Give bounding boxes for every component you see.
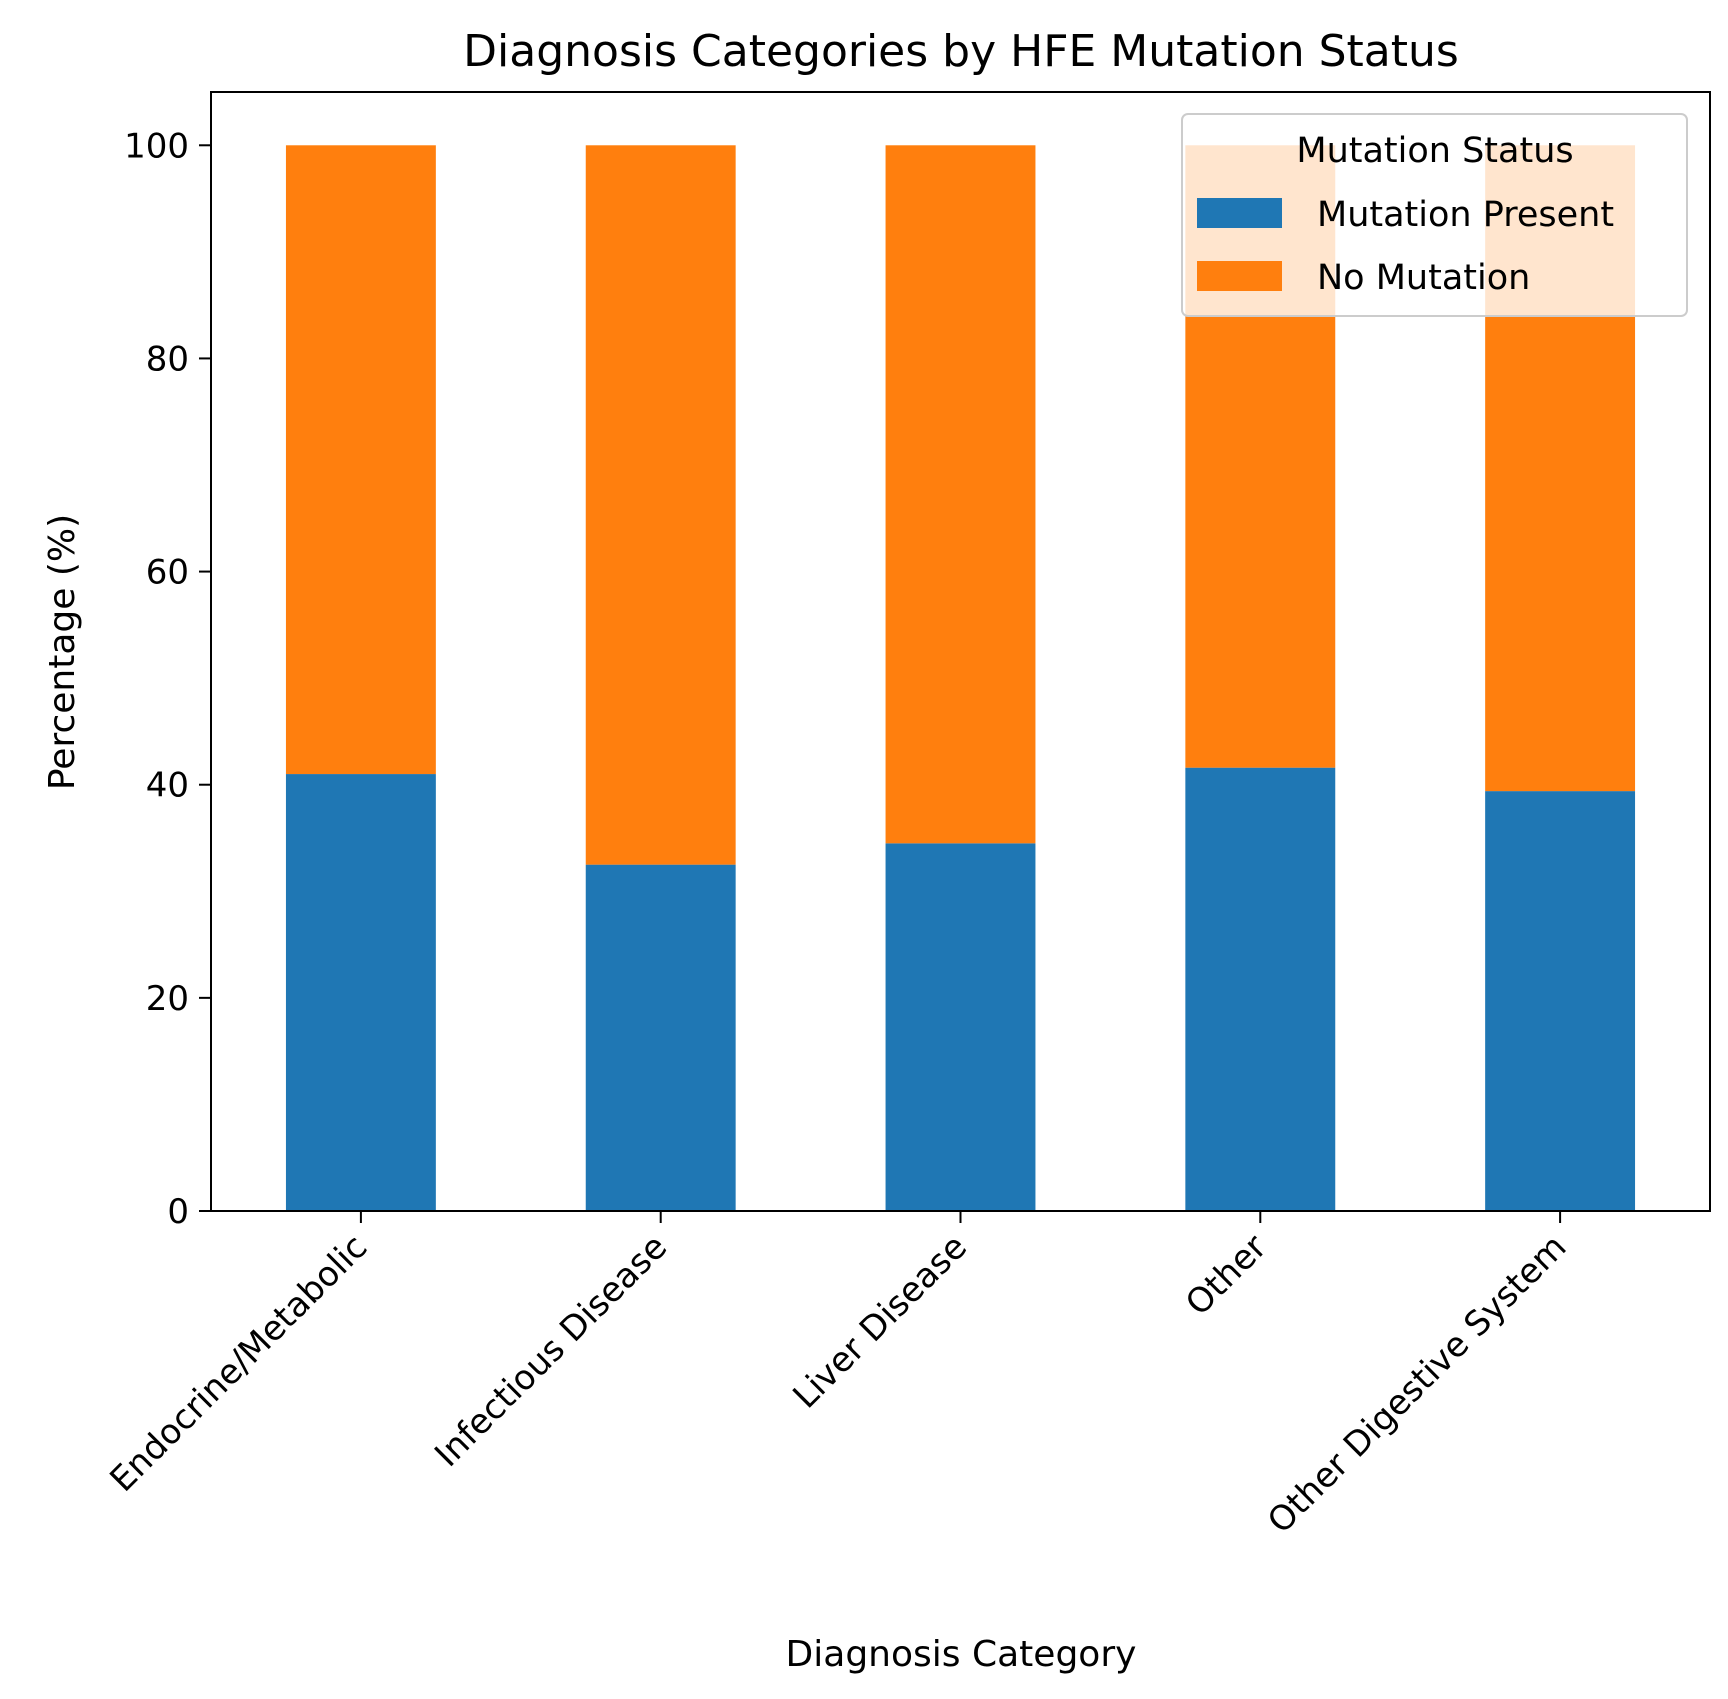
bar-mutation-present-other bbox=[1185, 767, 1336, 1211]
legend-swatch-mutation-present bbox=[1197, 198, 1282, 228]
x-axis-label: Diagnosis Category bbox=[786, 1634, 1137, 1675]
x-tick-label-endocrine-metabolic: Endocrine/Metabolic bbox=[102, 1227, 375, 1500]
chart-title: Diagnosis Categories by HFE Mutation Sta… bbox=[463, 26, 1459, 77]
legend-label-mutation-present: Mutation Present bbox=[1317, 195, 1614, 235]
bar-mutation-present-endocrine-metabolic bbox=[285, 774, 436, 1211]
legend: Mutation Status Mutation Present No Muta… bbox=[1181, 113, 1688, 317]
bar-no-mutation-liver-disease bbox=[885, 145, 1036, 844]
legend-title: Mutation Status bbox=[1296, 131, 1573, 171]
legend-box bbox=[1181, 113, 1688, 317]
bar-mutation-present-other-digestive-system bbox=[1485, 791, 1636, 1211]
x-tick-label-liver-disease: Liver Disease bbox=[785, 1227, 974, 1416]
x-tick-label-infectious-disease: Infectious Disease bbox=[427, 1227, 675, 1475]
y-axis-label: Percentage (%) bbox=[42, 514, 83, 790]
legend-swatch-no-mutation bbox=[1197, 261, 1282, 291]
y-tick-label: 60 bbox=[146, 553, 189, 593]
y-tick-label: 80 bbox=[146, 339, 189, 379]
legend-label-no-mutation: No Mutation bbox=[1317, 258, 1530, 298]
bar-mutation-present-infectious-disease bbox=[585, 864, 736, 1211]
y-tick-label: 20 bbox=[146, 979, 189, 1019]
bar-no-mutation-infectious-disease bbox=[585, 145, 736, 865]
y-tick-label: 0 bbox=[167, 1192, 189, 1232]
x-tick-label-other-digestive-system: Other Digestive System bbox=[1260, 1227, 1574, 1541]
bar-mutation-present-liver-disease bbox=[885, 843, 1036, 1211]
bar-no-mutation-endocrine-metabolic bbox=[285, 145, 436, 775]
bars-layer bbox=[285, 145, 1636, 1211]
y-tick-label: 100 bbox=[124, 126, 189, 166]
y-tick-label: 40 bbox=[146, 766, 189, 806]
x-tick-label-other: Other bbox=[1178, 1227, 1275, 1324]
